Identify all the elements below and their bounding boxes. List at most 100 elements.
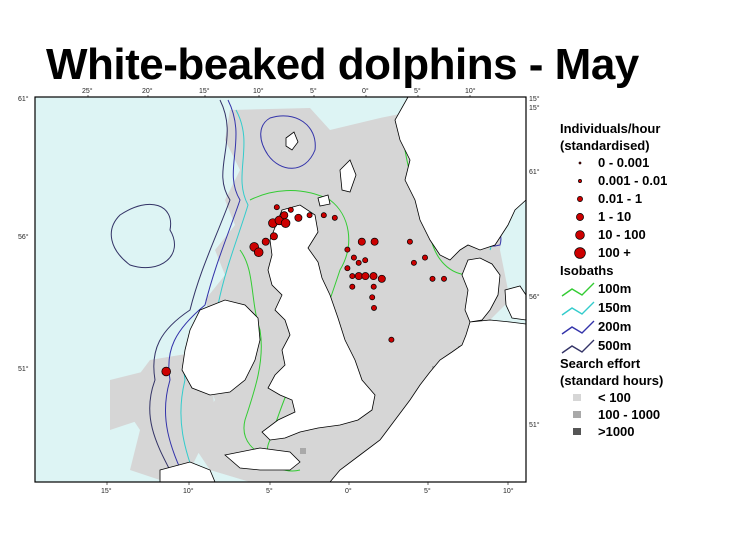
legend-individuals-item-symbol — [560, 190, 596, 208]
legend-individuals-item: 10 - 100 — [560, 226, 750, 244]
legend-individuals-item-label: 100 + — [598, 245, 631, 260]
legend-effort-subtitle: (standard hours) — [560, 373, 664, 388]
top-label: 15° — [199, 87, 210, 95]
top-label: 0° — [362, 87, 369, 95]
legend-individuals-title: Individuals/hour — [560, 121, 661, 136]
sighting-point — [161, 366, 171, 377]
great-britain — [261, 204, 376, 441]
sighting-point — [369, 294, 376, 301]
legend-individuals-item: 1 - 10 — [560, 208, 750, 226]
shetland — [339, 159, 357, 193]
legend-individuals-item: 0.01 - 1 — [560, 190, 750, 208]
legend-individuals-item-symbol — [560, 154, 596, 172]
legend-isobath-item: 500m — [560, 336, 750, 355]
legend-effort-item: >1000 — [560, 423, 750, 440]
sighting-point — [362, 257, 369, 264]
orkney — [317, 194, 331, 207]
isobath-100m-3 — [239, 249, 271, 456]
top-label: 10° — [253, 87, 264, 95]
legend-effort-item: < 100 — [560, 389, 750, 406]
isobath-500m-rockall — [110, 203, 175, 269]
sighting-point — [429, 275, 436, 282]
legend-individuals-item-symbol — [560, 226, 596, 244]
sighting-point — [350, 254, 357, 261]
legend-individuals-item-symbol — [560, 208, 596, 226]
legend-effort-title: Search effort — [560, 356, 641, 371]
sighting-point — [361, 272, 370, 281]
sighting-point — [354, 272, 363, 281]
right-label: 51° — [529, 421, 540, 429]
sighting-point — [344, 265, 351, 272]
axis-labels: 25° 20° 15° 10° 5° 0° 5° 10° 15° 10° 5° … — [18, 87, 540, 495]
legend: Individuals/hour (standardised) 0 - 0.00… — [560, 120, 750, 440]
jutland — [461, 257, 501, 323]
legend-isobath-item-label: 200m — [598, 319, 632, 334]
sighting-point — [344, 246, 351, 253]
iberia — [159, 461, 216, 482]
sighting-point — [369, 272, 378, 281]
isobath-200m-faroe — [260, 115, 316, 169]
sighting-point — [331, 214, 338, 221]
sighting-point — [253, 247, 264, 258]
land — [159, 97, 526, 482]
legend-individuals-item-label: 10 - 100 — [598, 227, 646, 242]
legend-isobath-item-label: 500m — [598, 338, 632, 353]
scandinavia — [394, 97, 526, 261]
sighting-point — [370, 283, 377, 290]
legend-individuals-item: 100 + — [560, 244, 750, 262]
right-label: 61° — [529, 168, 540, 176]
right-top-label: 15° — [529, 104, 540, 112]
legend-isobath-item-symbol — [560, 298, 596, 316]
right-label: 56° — [529, 293, 540, 301]
sighting-point — [306, 212, 313, 219]
legend-individuals-item: 0 - 0.001 — [560, 154, 750, 172]
legend-effort-item: 100 - 1000 — [560, 406, 750, 423]
bottom-label: 0° — [345, 487, 352, 495]
legend-effort-item-symbol — [560, 423, 596, 441]
legend-individuals-item-symbol — [560, 172, 596, 190]
left-label: 61° — [18, 95, 29, 103]
legend-isobaths-title: Isobaths — [560, 263, 614, 278]
sighting-point — [349, 273, 356, 280]
sighting-point — [377, 274, 386, 283]
legend-effort-item-label: < 100 — [598, 390, 631, 405]
legend-isobath-item-label: 100m — [598, 281, 632, 296]
legend-individuals-item: 0.001 - 0.01 — [560, 172, 750, 190]
sighting-point — [280, 211, 289, 220]
bottom-label: 15° — [101, 487, 112, 495]
legend-individuals-item-symbol — [560, 244, 596, 262]
sighting-point — [422, 254, 428, 261]
sighting-point — [357, 237, 366, 246]
sighting-point — [370, 237, 379, 246]
legend-isobath-item-symbol — [560, 279, 596, 297]
sighting-point — [349, 283, 356, 290]
sighting-point — [410, 259, 417, 266]
left-label: 56° — [18, 233, 29, 241]
sightings-layer — [161, 204, 447, 377]
legend-effort-item-symbol — [560, 406, 596, 424]
sighting-point — [388, 336, 395, 343]
faroe — [285, 131, 299, 151]
legend-isobath-item: 200m — [560, 317, 750, 336]
brittany — [224, 447, 301, 471]
sighting-point — [269, 232, 278, 241]
legend-individuals-item-label: 0.01 - 1 — [598, 191, 643, 206]
right-label: 15° — [529, 95, 540, 103]
bottom-label: 10° — [503, 487, 514, 495]
legend-individuals-item-label: 1 - 10 — [598, 209, 632, 224]
legend-effort-item-label: 100 - 1000 — [598, 407, 661, 422]
sighting-point — [406, 238, 413, 245]
legend-isobath-item: 100m — [560, 279, 750, 298]
top-label: 10° — [465, 87, 476, 95]
bottom-label: 5° — [266, 487, 273, 495]
isobath-200m — [164, 99, 241, 481]
legend-isobath-item-symbol — [560, 336, 596, 354]
top-label: 5° — [414, 87, 421, 95]
page-title: White-beaked dolphins - May — [46, 40, 639, 89]
top-label: 25° — [82, 87, 93, 95]
ireland — [181, 299, 261, 396]
sighting-point — [320, 212, 327, 219]
top-label: 20° — [142, 87, 153, 95]
bottom-label: 5° — [424, 487, 431, 495]
